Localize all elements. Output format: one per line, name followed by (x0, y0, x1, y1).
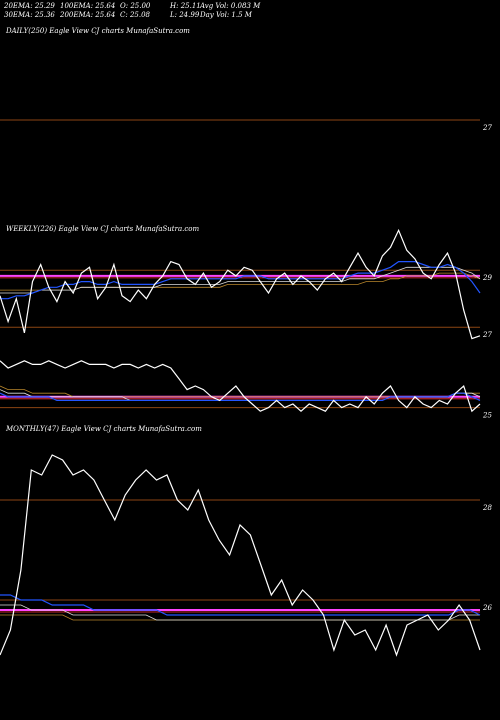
stat-high: H: 25.11 (170, 2, 201, 10)
stat-20ema: 20EMA: 25.29 (4, 2, 55, 10)
monthly-price-line (0, 454, 481, 657)
weekly-upper-level-label-1: 27 (482, 331, 492, 339)
stat-low: L: 24.99 (170, 11, 200, 19)
weekly-lower-ema-fast-line (0, 392, 481, 401)
monthly-ema-slow-line (0, 614, 480, 621)
stat-200ema: 200EMA: 25.64 (60, 11, 116, 19)
weekly-upper-level-label-0: 29 (482, 274, 492, 282)
weekly-upper-ema-fast-line (0, 261, 481, 300)
monthly-ema-mid-line (0, 604, 480, 621)
weekly-upper-ema-mid-line (0, 266, 481, 294)
stat-avg-vol: Avg Vol: 0.083 M (200, 2, 261, 10)
monthly-level-label-1: 26 (482, 604, 492, 612)
stat-open: O: 25.00 (120, 2, 151, 10)
daily-panel-label: DAILY(250) Eagle View CJ charts MunafaSu… (6, 27, 190, 35)
weekly-upper-price-line (0, 228, 481, 340)
weekly-lower-level-label-0: 25 (482, 412, 492, 420)
stat-day-vol: Day Vol: 1.5 M (200, 11, 252, 19)
weekly-panel-label: WEEKLY(226) Eagle View CJ charts MunafaS… (6, 225, 200, 233)
stat-100ema: 100EMA: 25.64 (60, 2, 116, 10)
monthly-ema-fast-line (0, 594, 481, 616)
daily-level-label-0: 27 (482, 124, 492, 132)
weekly-lower-price-line (0, 360, 481, 413)
monthly-panel-label: MONTHLY(47) Eagle View CJ charts MunafaS… (6, 425, 202, 433)
stat-close: C: 25.08 (120, 11, 150, 19)
monthly-level-label-0: 28 (482, 504, 492, 512)
stat-30ema: 30EMA: 25.36 (4, 11, 55, 19)
